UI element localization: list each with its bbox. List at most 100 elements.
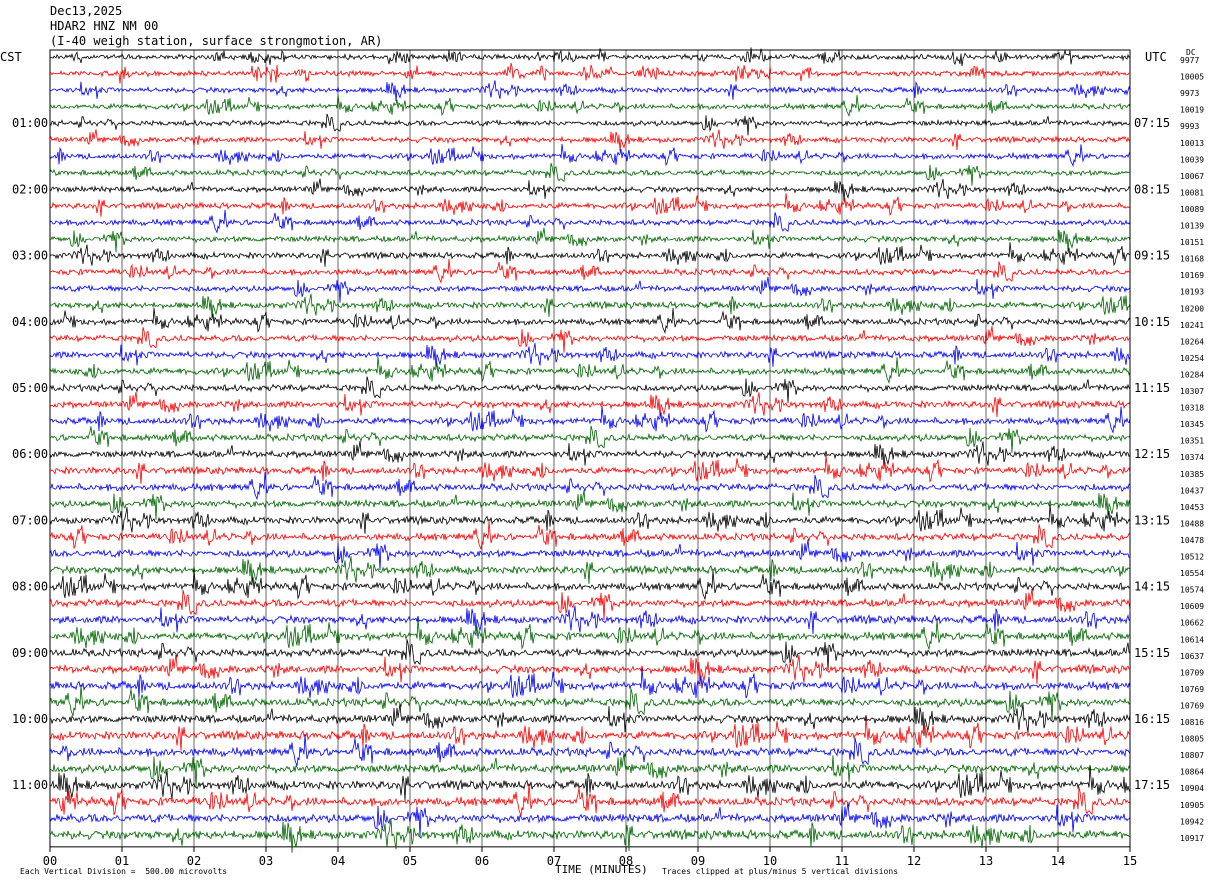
right-hour-label: 08:15 — [1134, 182, 1170, 196]
dc-value: 10307 — [1180, 387, 1204, 396]
trace-row-37 — [49, 639, 1131, 671]
clip-note: Traces clipped at plus/minus 5 vertical … — [662, 867, 899, 876]
trace-row-2 — [49, 62, 1131, 84]
right-timezone-label: UTC — [1145, 50, 1167, 64]
minute-gridlines — [49, 49, 1131, 848]
dc-value: 10254 — [1180, 354, 1204, 363]
right-hour-label: 17:15 — [1134, 778, 1170, 792]
trace-row-11 — [49, 209, 1131, 234]
left-hour-label: 01:00 — [12, 116, 48, 130]
right-hour-label: 16:15 — [1134, 712, 1170, 726]
dc-value: 10318 — [1180, 404, 1204, 413]
left-hour-labels: 01:00 02:00 03:00 04:00 05:00 06:00 07:00 08:00… — [12, 116, 48, 792]
trace-row-30 — [49, 521, 1131, 550]
right-hour-label: 14:15 — [1134, 580, 1170, 594]
right-hour-label: 15:15 — [1134, 646, 1170, 660]
x-tick-label: 03 — [259, 854, 273, 868]
right-hour-label: 10:15 — [1134, 315, 1170, 329]
dc-value: 10019 — [1180, 106, 1204, 115]
dc-value: 10816 — [1180, 718, 1204, 727]
trace-row-31 — [49, 539, 1131, 571]
trace-row-14 — [49, 258, 1131, 284]
dc-value: 10193 — [1180, 288, 1204, 297]
dc-value: 10374 — [1180, 453, 1204, 462]
dc-value: 10067 — [1180, 172, 1204, 181]
dc-value: 10089 — [1180, 205, 1204, 214]
trace-row-43 — [49, 734, 1131, 767]
trace-row-40 — [49, 685, 1131, 721]
plot-date: Dec13,2025 — [50, 4, 123, 18]
right-hour-labels: 07:15 08:15 09:15 10:15 11:15 12:15 13:15 14:15… — [1134, 116, 1170, 792]
dc-value: 10453 — [1180, 503, 1204, 512]
station-description: (I-40 weigh station, surface strongmotio… — [50, 34, 383, 48]
station-code: HDAR2 HNZ NM 00 — [50, 19, 159, 33]
left-hour-label: 03:00 — [12, 249, 48, 263]
left-hour-label: 10:00 — [12, 712, 48, 726]
x-tick-label: 02 — [187, 854, 201, 868]
trace-row-20 — [49, 356, 1131, 384]
x-tick-label: 09 — [691, 854, 705, 868]
x-tick-label: 11 — [835, 854, 849, 868]
trace-row-28 — [49, 490, 1131, 520]
trace-row-23 — [49, 406, 1131, 435]
x-axis-ticks: 00 01 02 03 04 05 06 07 08 09 10 11 12 13 14 15 — [43, 846, 1137, 868]
trace-row-25 — [49, 441, 1131, 469]
dc-value: 10478 — [1180, 536, 1204, 545]
left-hour-label: 08:00 — [12, 580, 48, 594]
trace-row-12 — [49, 227, 1131, 253]
dc-value: 10512 — [1180, 553, 1204, 562]
trace-row-27 — [49, 471, 1131, 500]
dc-value: 10574 — [1180, 586, 1204, 595]
right-hour-label: 11:15 — [1134, 381, 1170, 395]
scale-note: Each Vertical Division = 500.00 microvol… — [20, 867, 228, 876]
x-tick-label: 13 — [979, 854, 993, 868]
trace-row-5 — [49, 113, 1131, 136]
dc-value: 10805 — [1180, 735, 1204, 744]
right-hour-label: 13:15 — [1134, 513, 1170, 527]
plot-frame — [49, 49, 1131, 848]
dc-value: 10169 — [1180, 271, 1204, 280]
dc-value: 10437 — [1180, 486, 1204, 495]
x-tick-label: 14 — [1051, 854, 1065, 868]
dc-value: 10081 — [1180, 188, 1204, 197]
x-tick-label: 15 — [1123, 854, 1137, 868]
dc-values: 9977 10005 9973 10019 9993 10013 10039 10067 100… — [1180, 56, 1204, 843]
right-hour-label: 07:15 — [1134, 116, 1170, 130]
trace-row-35 — [49, 605, 1131, 636]
trace-row-46 — [49, 783, 1131, 817]
x-tick-label: 00 — [43, 854, 57, 868]
dc-value: 10637 — [1180, 652, 1204, 661]
trace-row-24 — [49, 425, 1131, 454]
right-hour-label: 12:15 — [1134, 447, 1170, 461]
dc-value: 10345 — [1180, 420, 1204, 429]
left-hour-label: 05:00 — [12, 381, 48, 395]
dc-value: 10151 — [1180, 238, 1204, 247]
dc-value: 10264 — [1180, 337, 1204, 346]
dc-value: 10942 — [1180, 817, 1204, 826]
dc-value: 10013 — [1180, 139, 1204, 148]
dc-value: 9973 — [1180, 89, 1199, 98]
trace-row-6 — [49, 129, 1131, 152]
dc-value: 10609 — [1180, 602, 1204, 611]
dc-value: 10769 — [1180, 701, 1204, 710]
left-hour-label: 11:00 — [12, 778, 48, 792]
right-hour-label: 09:15 — [1134, 249, 1170, 263]
trace-row-45 — [49, 766, 1131, 803]
dc-value: 10709 — [1180, 668, 1204, 677]
left-hour-label: 09:00 — [12, 646, 48, 660]
trace-row-34 — [49, 588, 1131, 621]
dc-value: 10905 — [1180, 801, 1204, 810]
trace-row-48 — [49, 818, 1131, 853]
dc-value: 10488 — [1180, 519, 1204, 528]
dc-value: 10614 — [1180, 635, 1204, 644]
trace-row-17 — [49, 307, 1131, 334]
dc-value: 10385 — [1180, 470, 1204, 479]
dc-value: 10200 — [1180, 304, 1204, 313]
dc-value: 10351 — [1180, 437, 1204, 446]
left-hour-label: 06:00 — [12, 447, 48, 461]
trace-row-38 — [49, 654, 1131, 686]
x-tick-label: 08 — [619, 854, 633, 868]
dc-value: 10904 — [1180, 784, 1204, 793]
trace-row-21 — [49, 376, 1131, 403]
